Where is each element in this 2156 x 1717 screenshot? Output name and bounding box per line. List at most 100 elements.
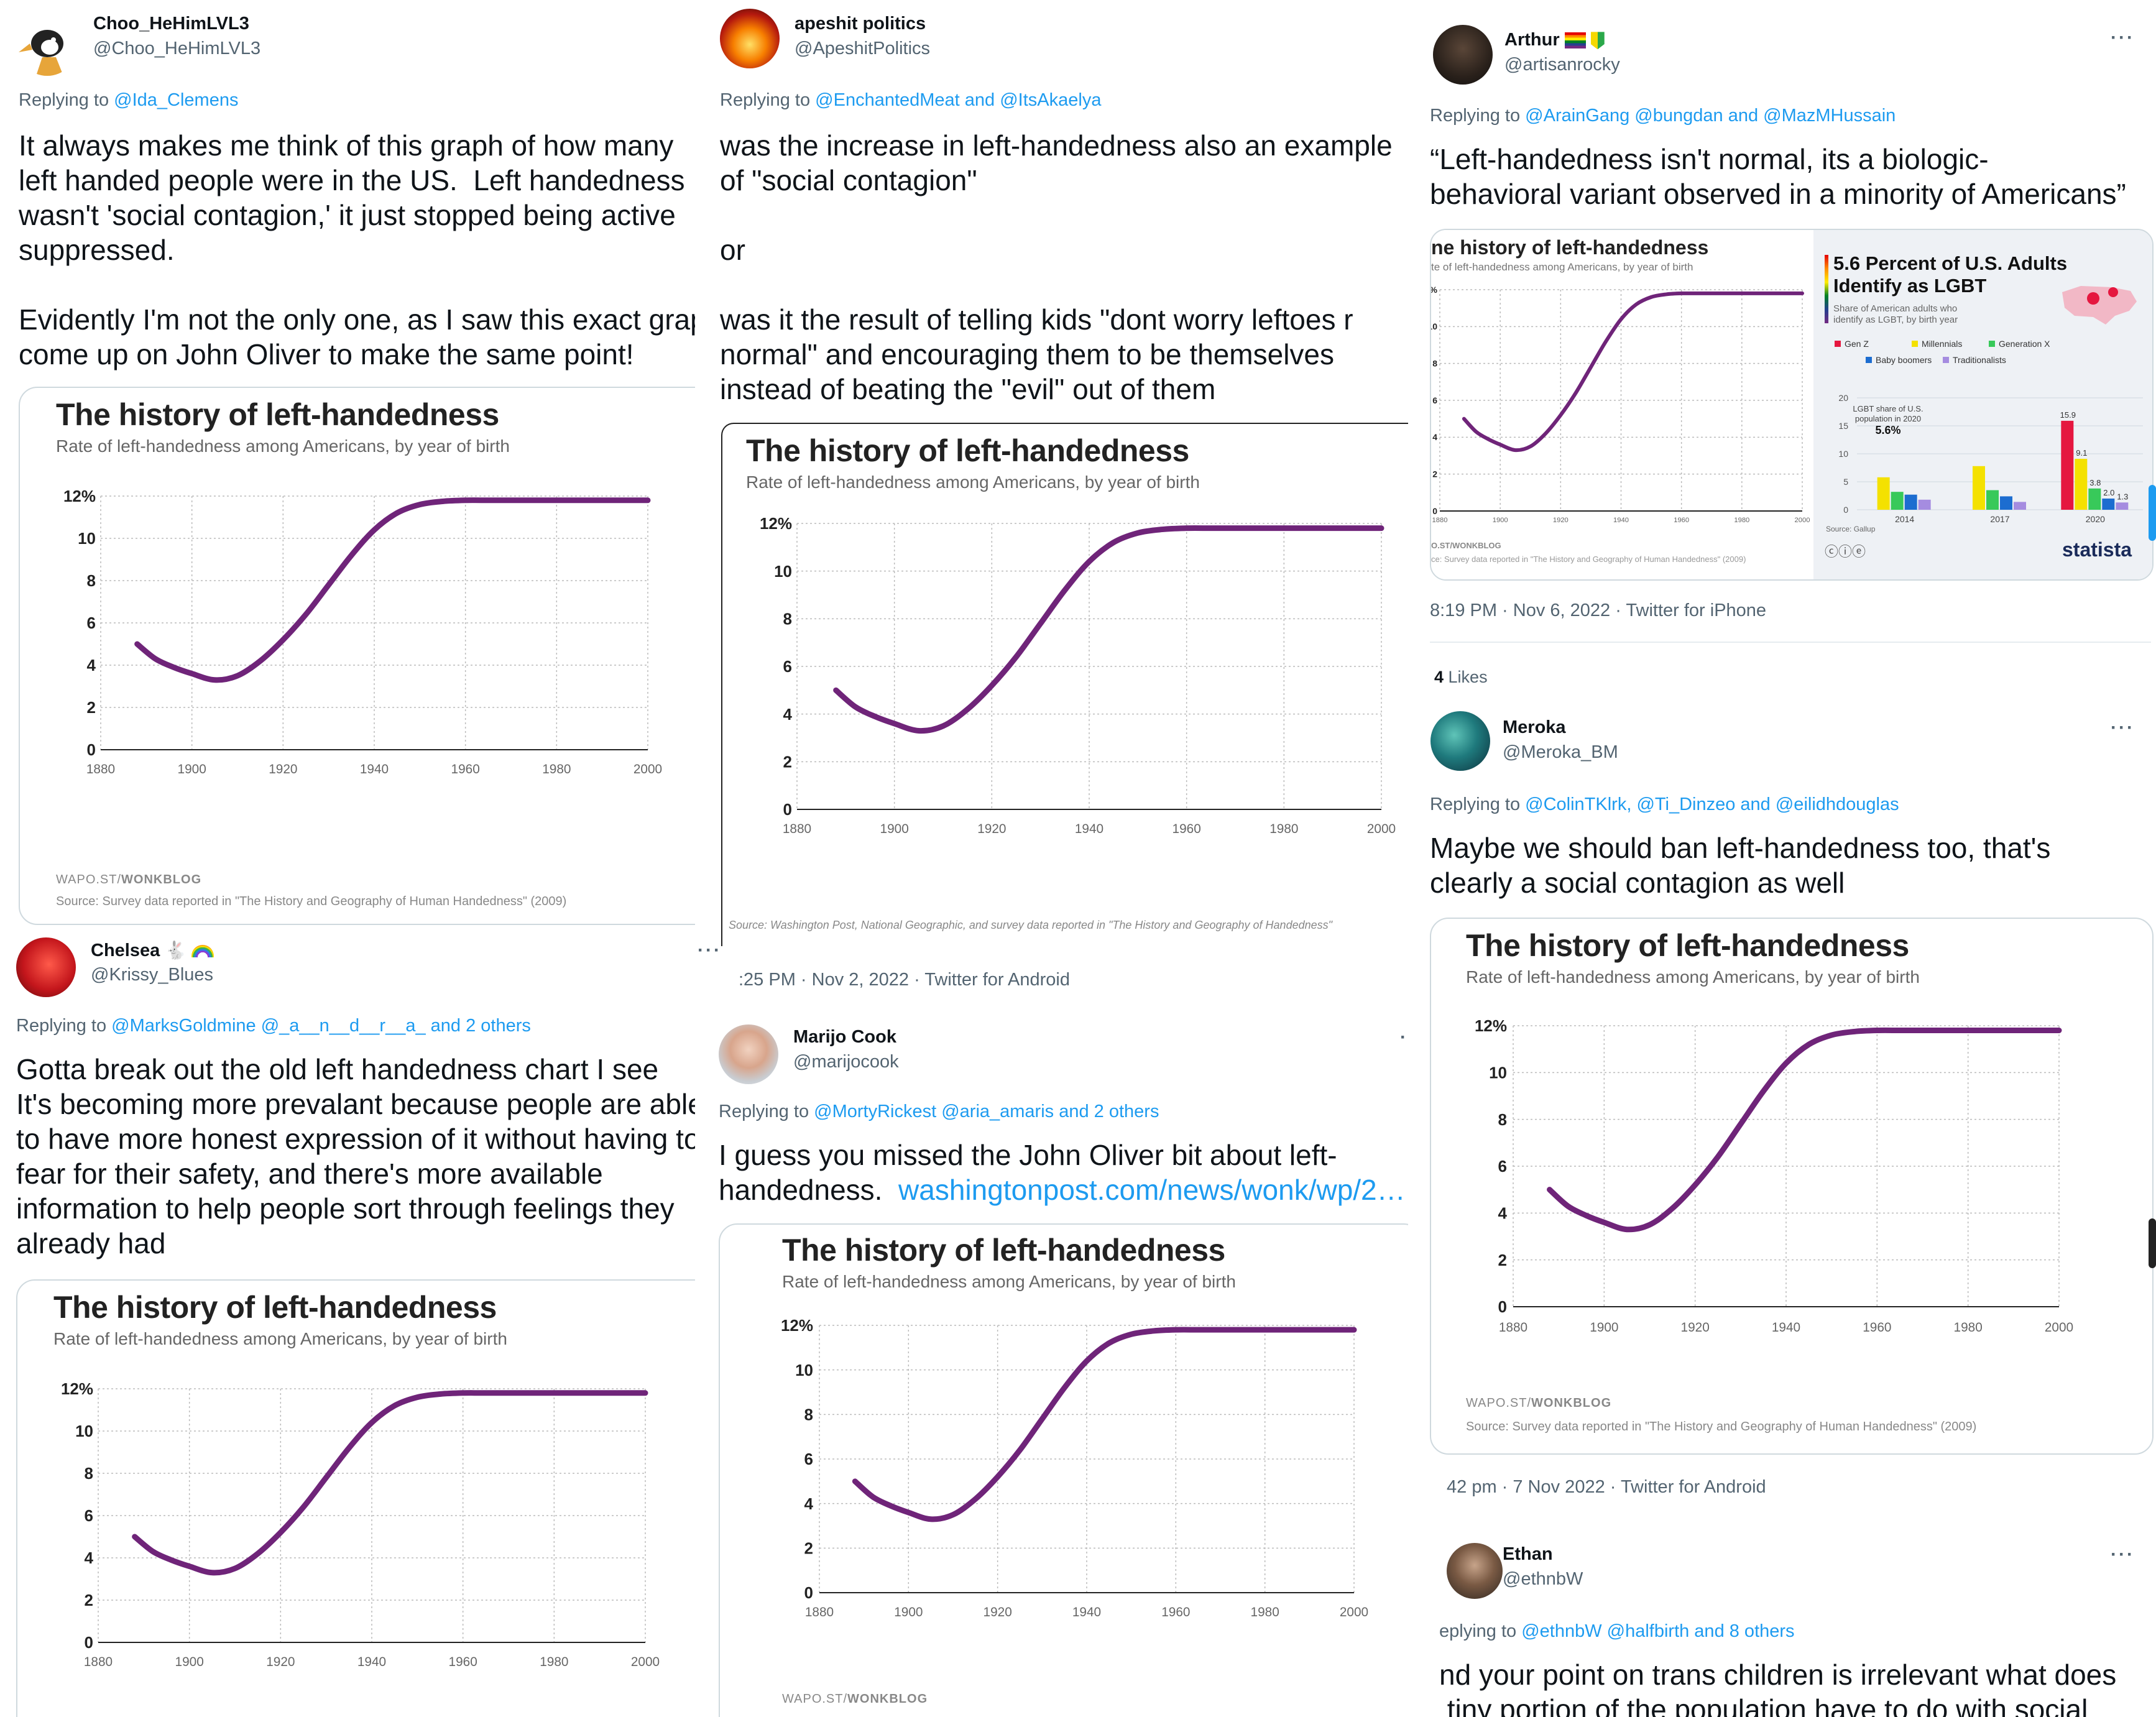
x-tick-label: 1900 bbox=[1590, 1320, 1618, 1335]
bar-value-label: 2.0 bbox=[2103, 488, 2114, 497]
chart-card[interactable]: The history of left-handedness Rate of l… bbox=[19, 387, 695, 925]
more-options-icon[interactable]: ··· bbox=[2111, 1544, 2135, 1565]
anime-avatar[interactable] bbox=[1430, 711, 1490, 771]
reply-mention-link[interactable]: @MarksGoldmine @_a__n__d__r__a_ and 2 ot… bbox=[111, 1016, 531, 1036]
y-tick-label: 6 bbox=[1498, 1157, 1507, 1176]
user-handle[interactable]: @artisanrocky bbox=[1504, 55, 1620, 75]
y-tick-label: 10 bbox=[795, 1361, 813, 1379]
tweet-timestamp[interactable]: 42 pm · 7 Nov 2022 · Twitter for Android bbox=[1447, 1477, 1766, 1497]
us-map-icon bbox=[2062, 286, 2137, 325]
replying-label: Replying to bbox=[1430, 794, 1526, 814]
more-options-icon[interactable]: ··· bbox=[1400, 1027, 1408, 1047]
left-handedness-line bbox=[1462, 291, 1804, 453]
x-tick-label: 1900 bbox=[175, 1655, 204, 1669]
user-name[interactable]: Chelsea 🐇 bbox=[91, 940, 214, 961]
more-options-icon[interactable]: ··· bbox=[2111, 717, 2135, 738]
beginner-shield-icon bbox=[1590, 32, 1605, 50]
user-name[interactable]: apeshit politics bbox=[795, 14, 926, 34]
y-tick-label: 4 bbox=[85, 1549, 94, 1567]
user-handle[interactable]: @marijocook bbox=[793, 1052, 899, 1072]
more-options-icon[interactable]: ··· bbox=[698, 940, 722, 960]
user-handle[interactable]: @Krissy_Blues bbox=[91, 965, 214, 985]
chart-card[interactable]: The history of left-handedness Rate of l… bbox=[1430, 918, 2154, 1455]
reply-mention-link[interactable]: @ethnbW @halfbirth and 8 others bbox=[1521, 1621, 1795, 1641]
person-avatar[interactable] bbox=[719, 1024, 778, 1084]
user-handle[interactable]: @ApeshitPolitics bbox=[795, 39, 931, 58]
user-name[interactable]: Ethan bbox=[1503, 1544, 1553, 1564]
tweet-tile-3: Arthur @artisanrocky ··· Replying to @Ar… bbox=[1414, 0, 2156, 684]
chart-source: Source: Washington Post, National Geogra… bbox=[729, 919, 1333, 931]
knuckles-avatar[interactable] bbox=[16, 937, 76, 997]
user-name[interactable]: Choo_HeHimLVL3 bbox=[93, 14, 249, 34]
replying-label: Replying to bbox=[1430, 106, 1526, 126]
fire-avatar[interactable] bbox=[720, 9, 780, 68]
rabbit-icon: 🐇 bbox=[165, 941, 187, 960]
replying-label: Replying to bbox=[720, 90, 816, 110]
y-tick-label: 0 bbox=[85, 1633, 93, 1652]
left-handedness-chart: 1880 1900 1920 1940 1960 1980 2000 0 2 4 6 8 10 12% bbox=[63, 487, 662, 776]
chart-subtitle: Rate of left-handedness among Americans,… bbox=[53, 1329, 507, 1348]
bar-value-label: 1.3 bbox=[2117, 492, 2128, 501]
chart-card[interactable]: The history of left-handedness Rate of l… bbox=[16, 1279, 695, 1717]
person-avatar[interactable] bbox=[1447, 1543, 1503, 1599]
x-tick-label: 1940 bbox=[1075, 822, 1103, 836]
y-tick-label: 4 bbox=[783, 705, 793, 724]
y-tick-label: 4 bbox=[804, 1494, 814, 1513]
x-tick-label: 1920 bbox=[269, 762, 297, 776]
user-name[interactable]: Marijo Cook bbox=[793, 1027, 896, 1047]
penguin-avatar[interactable] bbox=[17, 16, 77, 76]
x-tick-label: 1900 bbox=[894, 1605, 923, 1619]
more-options-icon[interactable]: ··· bbox=[2111, 27, 2135, 48]
chart-brand: WAPO.ST/WONKBLOG bbox=[56, 873, 202, 886]
legend-swatch bbox=[1912, 341, 1918, 347]
person-avatar[interactable] bbox=[1433, 25, 1493, 85]
chart-brand: WAPO.ST/WONKBLOG bbox=[782, 1692, 928, 1706]
chart-gridlines bbox=[819, 1325, 1355, 1593]
replying-to: Replying to @ColinTKlrk, @Ti_Dinzeo and … bbox=[1430, 794, 1899, 815]
x-tick-label: 1880 bbox=[84, 1655, 113, 1669]
reply-mention-link[interactable]: @ColinTKlrk, @Ti_Dinzeo and @eilidhdougl… bbox=[1525, 794, 1899, 814]
cc-license-icon: ⓒⓘⓔ bbox=[1825, 544, 1866, 559]
reply-mention-link[interactable]: @ArainGang @bungdan and @MazMHussain bbox=[1525, 106, 1896, 126]
tweet-timestamp[interactable]: 8:19 PM · Nov 6, 2022 · Twitter for iPho… bbox=[1430, 601, 1767, 620]
left-handedness-line bbox=[852, 1327, 1357, 1522]
chart-title: The history of left-handedness bbox=[56, 397, 499, 432]
scrollbar-thumb[interactable] bbox=[2149, 485, 2156, 541]
lgbt-subtitle-1: Share of American adults who bbox=[1833, 303, 1958, 314]
y-tick-label: 6 bbox=[804, 1450, 813, 1468]
scrollbar-thumb[interactable] bbox=[2149, 1218, 2156, 1268]
legend-swatch bbox=[1943, 357, 1949, 363]
article-link[interactable]: washingtonpost.com/news/wonk/wp/2… bbox=[898, 1174, 1406, 1206]
x-tick-label: 2020 bbox=[2086, 514, 2105, 524]
bar bbox=[2061, 420, 2074, 510]
tweet-tile-7: Ethan @ethnbW ··· eplying to @ethnbW @ha… bbox=[1414, 1529, 2156, 1717]
x-tick-label: 1960 bbox=[1863, 1320, 1891, 1335]
user-handle[interactable]: @Choo_HeHimLVL3 bbox=[93, 39, 261, 58]
reply-mention-link[interactable]: @MortyRickest @aria_amaris and 2 others bbox=[814, 1102, 1159, 1121]
chart-subtitle: Rate of left-handedness among Americans,… bbox=[56, 436, 510, 456]
chart-subtitle: Rate of left-handedness among Americans,… bbox=[782, 1272, 1236, 1291]
user-name[interactable]: Arthur bbox=[1504, 30, 1605, 50]
left-handedness-chart: 1880 1900 1920 1940 1960 1980 2000 0 2 4 6 8 10 12% bbox=[781, 1316, 1368, 1619]
x-tick-label: 1940 bbox=[357, 1655, 386, 1669]
chart-title: ne history of left-handedness bbox=[1431, 236, 1709, 259]
user-handle[interactable]: @Meroka_BM bbox=[1503, 742, 1618, 762]
x-tick-label: 1920 bbox=[1681, 1320, 1710, 1335]
x-tick-label: 1900 bbox=[880, 822, 909, 836]
reply-mention-link[interactable]: @Ida_Clemens bbox=[114, 90, 239, 110]
image-card[interactable]: ne history of left-handedness te of left… bbox=[1430, 229, 2154, 581]
chart-subtitle: Rate of left-handedness among Americans,… bbox=[1466, 967, 1920, 987]
likes-count[interactable]: 4 Likes bbox=[1434, 668, 1488, 684]
chart-card[interactable]: The history of left-handedness Rate of l… bbox=[719, 1223, 1408, 1717]
user-name[interactable]: Meroka bbox=[1503, 717, 1566, 737]
reply-mention-link[interactable]: @EnchantedMeat and @ItsAkaelya bbox=[815, 90, 1102, 110]
left-handedness-line bbox=[132, 1390, 648, 1576]
user-handle[interactable]: @ethnbW bbox=[1503, 1569, 1583, 1589]
bar bbox=[2000, 496, 2012, 510]
chart-card[interactable]: The history of left-handedness Rate of l… bbox=[721, 423, 1408, 946]
lgbt-title-2: Identify as LGBT bbox=[1833, 275, 1987, 297]
y-tick-label: 10 bbox=[78, 529, 96, 548]
tweet-timestamp[interactable]: :25 PM · Nov 2, 2022 · Twitter for Andro… bbox=[739, 970, 1070, 990]
lgbt-title-1: 5.6 Percent of U.S. Adults bbox=[1833, 252, 2068, 274]
